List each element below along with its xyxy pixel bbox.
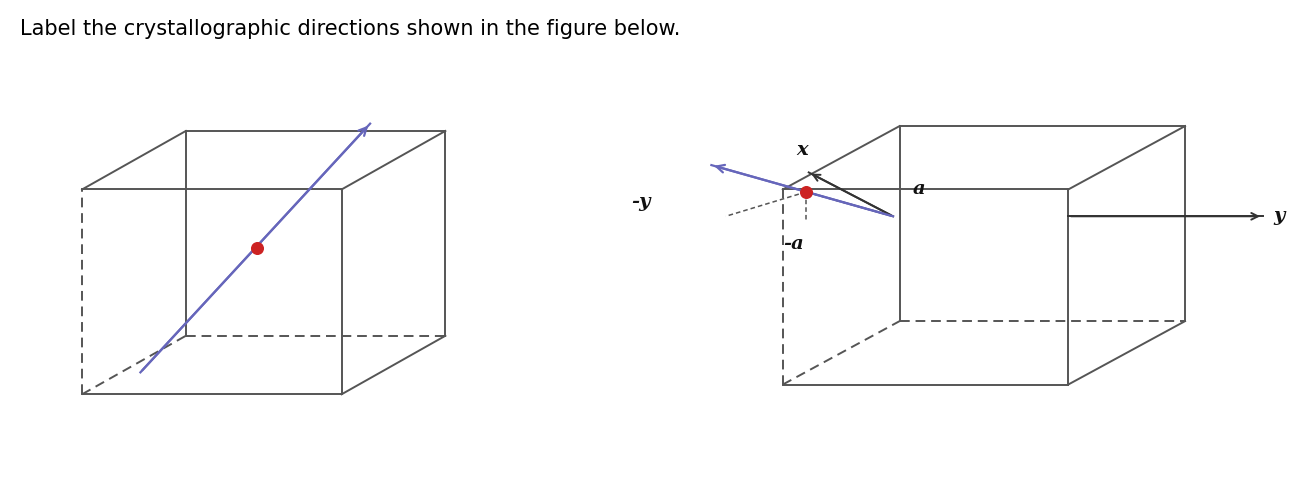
Point [247, 244, 268, 252]
Text: -y: -y [631, 192, 650, 211]
Text: y: y [1273, 207, 1285, 225]
Point [795, 188, 816, 196]
Text: a: a [913, 181, 925, 198]
Text: Label the crystallographic directions shown in the figure below.: Label the crystallographic directions sh… [20, 19, 680, 39]
Text: x: x [797, 141, 808, 160]
Text: -a: -a [782, 235, 803, 253]
